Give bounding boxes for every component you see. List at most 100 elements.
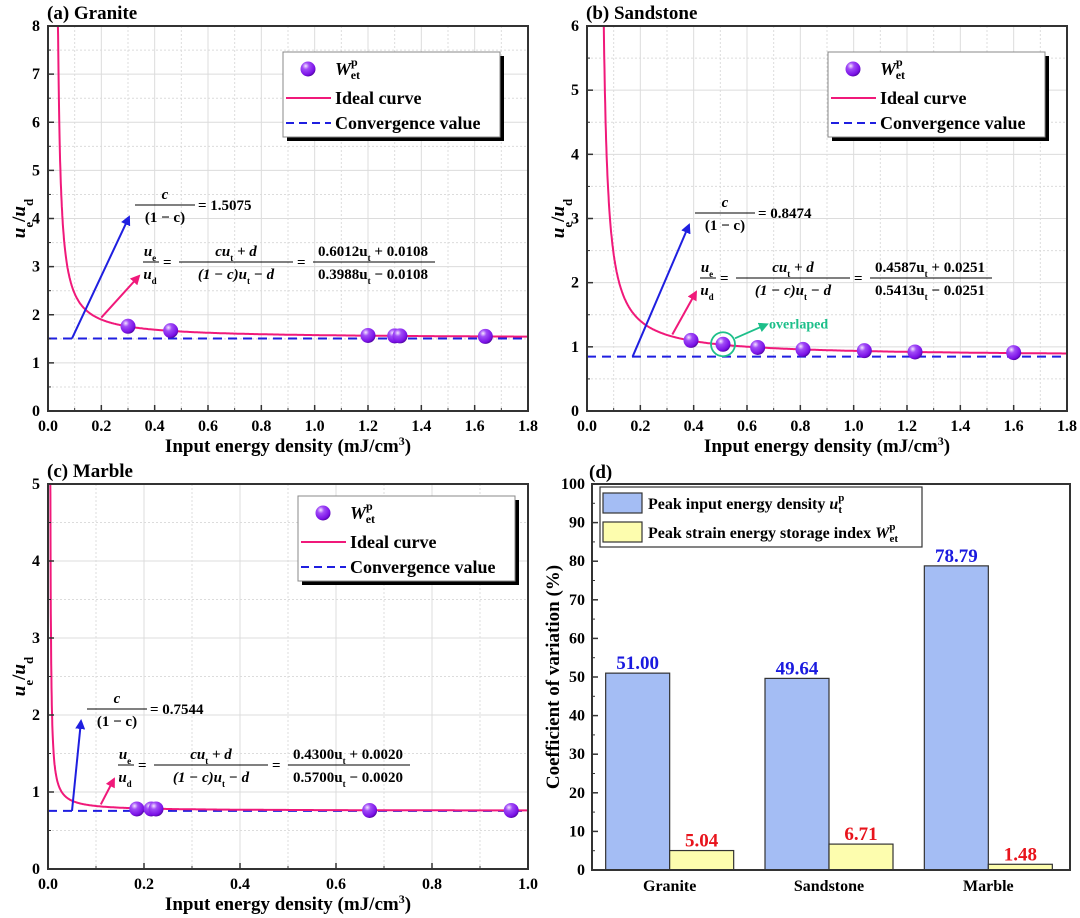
y-tick-label: 5 bbox=[32, 476, 40, 493]
bar-input-energy bbox=[923, 565, 989, 871]
x-category-label: Marble bbox=[963, 878, 1014, 895]
y-axis-label-u2: u bbox=[548, 206, 569, 217]
x-tick-label: 1.0 bbox=[518, 876, 538, 893]
data-point bbox=[856, 343, 872, 359]
panel-title: (b) Sandstone bbox=[586, 3, 697, 24]
y-tick-label: 0 bbox=[32, 403, 40, 420]
eq2-ue: ue bbox=[144, 244, 156, 263]
eq2-gn: cu bbox=[215, 244, 230, 260]
data-point bbox=[163, 323, 179, 339]
data-point bbox=[392, 328, 408, 344]
x-tick-label: 1.6 bbox=[465, 418, 485, 435]
eq2-equals2: = bbox=[297, 255, 306, 271]
x-axis-label-end: ) bbox=[405, 894, 411, 915]
eq2-fn-tail: + 0.0108 bbox=[371, 244, 428, 260]
eq2-ud: ud bbox=[118, 770, 131, 789]
data-point bbox=[129, 801, 145, 817]
legend-item-points: Wp et bbox=[335, 55, 360, 82]
eq2-ue-sub: e bbox=[709, 269, 713, 279]
overlap-arrow bbox=[734, 322, 769, 340]
y-tick-label: 70 bbox=[569, 592, 585, 609]
y-tick-label: 4 bbox=[32, 211, 40, 228]
ideal-curve bbox=[49, 483, 529, 812]
panel-granite: 0.0 0.2 0.4 0.6 0.8 1.0 1.2 1.4 1.6 1.8 0 1 2 3 4 5 6 7 8 (… bbox=[9, 3, 538, 457]
eq2-ue: ue bbox=[701, 260, 713, 279]
legend-w-sub: et bbox=[896, 68, 905, 82]
legend-item-symbol: u bbox=[829, 496, 838, 513]
y-axis-label-u: u bbox=[548, 228, 569, 239]
eq2-ue-u: u bbox=[701, 260, 709, 276]
eq2-gd-tail: − d bbox=[250, 267, 275, 283]
y-tick-label: 20 bbox=[569, 785, 585, 802]
bar-input-energy bbox=[764, 677, 830, 871]
x-tick-label: 0.2 bbox=[91, 418, 111, 435]
x-category-label: Sandstone bbox=[794, 878, 864, 895]
x-axis-label-text: Input energy density (mJ/cm bbox=[165, 894, 399, 915]
data-point bbox=[362, 802, 378, 818]
eq1-numerator: c bbox=[722, 195, 729, 211]
eq2-fd-sub: t bbox=[925, 292, 928, 302]
y-tick-label: 2 bbox=[32, 307, 40, 324]
y-tick-label: 3 bbox=[32, 630, 40, 647]
eq2-equals1: = bbox=[720, 271, 729, 287]
eq2-gd-sub: t bbox=[804, 292, 807, 302]
eq2-gd-sub: t bbox=[222, 779, 225, 789]
y-axis-label-sub-e: e bbox=[21, 222, 36, 228]
eq2-fn-tail: + 0.0020 bbox=[346, 747, 403, 763]
eq2-ud-u: u bbox=[143, 267, 151, 283]
data-point bbox=[907, 344, 923, 360]
legend-item-sub: et bbox=[889, 533, 898, 545]
x-tick-label: 0.6 bbox=[737, 418, 757, 435]
y-axis-label-sub-d: d bbox=[21, 198, 36, 206]
eq2-gn: cu bbox=[190, 747, 205, 763]
data-point bbox=[120, 318, 136, 334]
x-axis-label-sup: 3 bbox=[938, 434, 944, 448]
x-axis-label-text: Input energy density (mJ/cm bbox=[704, 436, 938, 457]
legend-item-points: Wp et bbox=[350, 499, 375, 526]
legend-w: W bbox=[880, 59, 898, 79]
eq2-fn-sub: t bbox=[343, 756, 346, 766]
eq2-fn-sub: t bbox=[925, 269, 928, 279]
panel-sandstone: overlaped 0.0 0.2 0.4 0.6 0.8 1.0 1.2 1.4 1.6 1.8 0… bbox=[548, 3, 1077, 457]
x-tick-label: 0.0 bbox=[38, 876, 58, 893]
x-axis-label: Input energy density (mJ/cm3) bbox=[704, 434, 950, 457]
x-axis-label-sup: 3 bbox=[399, 434, 405, 448]
eq1-denominator: (1 − c) bbox=[145, 210, 185, 226]
x-tick-label: 1.8 bbox=[1057, 418, 1077, 435]
eq2-gd-tail: − d bbox=[225, 770, 250, 786]
eq2-gd-tail: − d bbox=[807, 283, 832, 299]
x-tick-label: 1.4 bbox=[950, 418, 970, 435]
data-point bbox=[148, 801, 164, 817]
x-axis-label: Input energy density (mJ/cm3) bbox=[165, 434, 411, 457]
x-tick-label: 1.2 bbox=[358, 418, 378, 435]
y-tick-label: 90 bbox=[569, 515, 585, 532]
bar-value-label: 51.00 bbox=[616, 653, 659, 674]
eq1-numerator: c bbox=[114, 691, 121, 707]
x-tick-label: 0.4 bbox=[230, 876, 250, 893]
legend-marker-icon bbox=[315, 505, 331, 521]
bar-storage-index bbox=[828, 843, 894, 871]
y-tick-label: 80 bbox=[569, 553, 585, 570]
y-tick-label: 6 bbox=[32, 114, 40, 131]
eq2-general-den: (1 − c)ut − d bbox=[755, 283, 832, 302]
x-tick-label: 0.2 bbox=[134, 876, 154, 893]
y-tick-label: 4 bbox=[32, 553, 40, 570]
data-point bbox=[683, 332, 699, 348]
eq2-ue: ue bbox=[119, 747, 131, 766]
x-tick-label: 1.6 bbox=[1004, 418, 1024, 435]
x-category-label: Granite bbox=[643, 878, 696, 895]
data-point bbox=[715, 336, 731, 352]
data-point bbox=[795, 341, 811, 357]
eq2-ud-sub: d bbox=[152, 276, 157, 286]
y-axis-label: ue/ud bbox=[548, 198, 575, 238]
eq2-equals1: = bbox=[163, 255, 172, 271]
eq1-value: = 0.7544 bbox=[150, 702, 204, 718]
eq1-value: = 1.5075 bbox=[198, 198, 252, 214]
eq2-fit-den: 0.5700ut − 0.0020 bbox=[293, 770, 403, 789]
x-axis-label: Input energy density (mJ/cm3) bbox=[165, 892, 411, 915]
eq2-gn: cu bbox=[772, 260, 787, 276]
plot-area bbox=[592, 484, 1070, 870]
legend-w: W bbox=[350, 503, 368, 523]
x-axis-label-end: ) bbox=[405, 436, 411, 457]
